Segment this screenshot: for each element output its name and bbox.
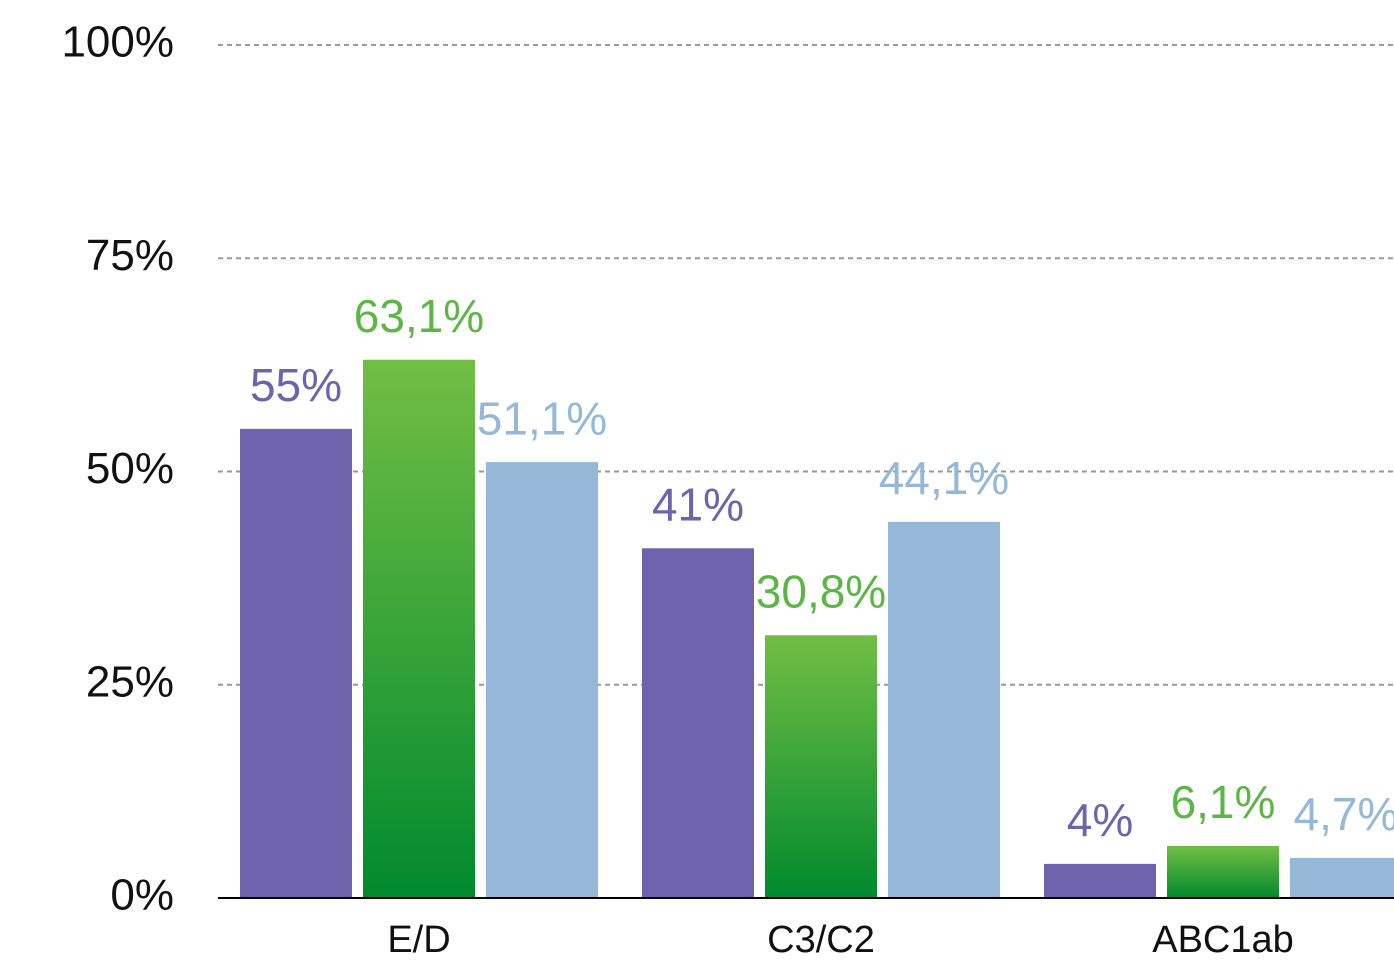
y-tick-label: 25% [86, 657, 174, 706]
y-tick-label: 75% [86, 231, 174, 280]
bar [486, 462, 598, 898]
bar [1167, 845, 1279, 898]
y-tick-label: 100% [61, 18, 174, 67]
bar [888, 521, 1000, 898]
y-tick-label: 50% [86, 444, 174, 493]
x-tick-label: ABC1ab [1152, 919, 1294, 961]
x-tick-label: E/D [387, 919, 450, 961]
value-label: 44,1% [879, 452, 1009, 504]
y-tick-label: 0% [110, 871, 174, 920]
value-label: 55% [250, 359, 342, 411]
bar [642, 548, 754, 898]
value-label: 51,1% [477, 392, 607, 444]
bar [363, 359, 475, 899]
bar [1044, 863, 1156, 898]
bar [240, 428, 352, 898]
value-label: 4% [1067, 794, 1133, 846]
value-label: 6,1% [1171, 776, 1276, 828]
value-label: 63,1% [354, 290, 484, 342]
bar [765, 635, 877, 898]
x-tick-label: C3/C2 [767, 919, 875, 961]
value-label: 41% [652, 478, 744, 530]
value-label: 4,7% [1294, 788, 1394, 840]
value-label: 30,8% [756, 565, 886, 617]
bar [1290, 857, 1394, 898]
